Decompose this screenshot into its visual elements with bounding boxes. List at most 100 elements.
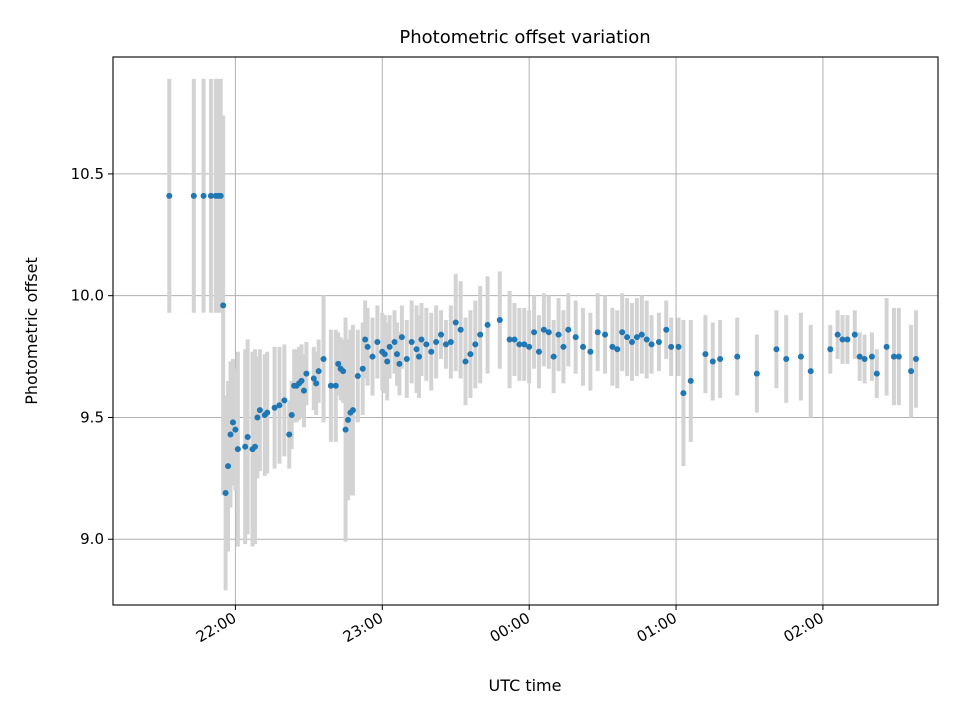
data-point — [386, 343, 393, 350]
data-point — [890, 353, 897, 360]
data-point — [511, 336, 518, 343]
data-point — [506, 336, 513, 343]
data-point — [844, 336, 851, 343]
data-point — [251, 443, 258, 450]
data-point — [396, 360, 403, 367]
data-point — [912, 356, 919, 363]
data-point — [540, 326, 547, 333]
data-point — [484, 321, 491, 328]
data-point — [418, 336, 425, 343]
data-point — [374, 338, 381, 345]
data-point — [315, 368, 322, 375]
data-point — [286, 431, 293, 438]
data-point — [895, 353, 902, 360]
data-point — [687, 377, 694, 384]
data-point — [345, 416, 352, 423]
data-point — [349, 407, 356, 414]
data-point — [303, 370, 310, 377]
data-point — [423, 341, 430, 348]
data-point — [300, 387, 307, 394]
data-point — [839, 336, 846, 343]
data-point — [753, 370, 760, 377]
data-point — [624, 334, 631, 341]
chart-title: Photometric offset variation — [399, 27, 650, 48]
data-point — [472, 341, 479, 348]
data-point — [276, 402, 283, 409]
data-point — [217, 192, 224, 199]
y-tick-label: 9.5 — [80, 408, 104, 426]
data-point — [587, 348, 594, 355]
data-point — [709, 358, 716, 365]
data-point — [783, 356, 790, 363]
data-point — [264, 409, 271, 416]
data-point — [335, 360, 342, 367]
data-point — [442, 341, 449, 348]
data-point — [254, 414, 261, 421]
data-point — [773, 346, 780, 353]
data-point — [531, 329, 538, 336]
data-point — [668, 343, 675, 350]
data-point — [462, 358, 469, 365]
data-point — [225, 463, 232, 470]
point-layer — [166, 192, 919, 496]
data-point — [362, 336, 369, 343]
data-point — [663, 326, 670, 333]
x-axis-title: UTC time — [489, 676, 562, 695]
data-point — [428, 348, 435, 355]
data-point — [565, 326, 572, 333]
data-point — [545, 329, 552, 336]
data-point — [550, 353, 557, 360]
data-point — [633, 334, 640, 341]
data-point — [232, 426, 239, 433]
data-point — [433, 338, 440, 345]
data-point — [393, 351, 400, 358]
data-point — [908, 368, 915, 375]
data-point — [200, 192, 207, 199]
data-point — [535, 348, 542, 355]
data-point — [369, 353, 376, 360]
data-point — [256, 407, 263, 414]
data-point — [648, 341, 655, 348]
data-point — [628, 338, 635, 345]
data-point — [452, 319, 459, 326]
data-point — [438, 331, 445, 338]
data-point — [834, 331, 841, 338]
data-point — [675, 343, 682, 350]
data-point — [320, 356, 327, 363]
data-point — [384, 358, 391, 365]
data-point — [643, 336, 650, 343]
data-point — [883, 343, 890, 350]
y-tick-label: 10.5 — [71, 165, 104, 183]
data-point — [477, 331, 484, 338]
data-point — [807, 368, 814, 375]
data-point — [288, 412, 295, 419]
data-point — [359, 365, 366, 372]
data-point — [207, 192, 214, 199]
y-tick-label: 9.0 — [80, 530, 104, 548]
data-point — [364, 343, 371, 350]
data-point — [797, 353, 804, 360]
data-point — [555, 331, 562, 338]
data-point — [609, 343, 616, 350]
data-point — [560, 343, 567, 350]
data-point — [244, 433, 251, 440]
data-point — [655, 338, 662, 345]
data-point — [413, 346, 420, 353]
data-point — [342, 426, 349, 433]
data-point — [222, 489, 229, 496]
data-point — [614, 346, 621, 353]
data-point — [381, 351, 388, 358]
data-point — [516, 341, 523, 348]
data-point — [827, 346, 834, 353]
data-point — [851, 331, 858, 338]
data-point — [734, 353, 741, 360]
data-point — [271, 404, 278, 411]
data-point — [856, 353, 863, 360]
data-point — [496, 317, 503, 324]
data-point — [868, 353, 875, 360]
data-point — [416, 353, 423, 360]
data-point — [166, 192, 173, 199]
plot-frame — [112, 56, 939, 606]
